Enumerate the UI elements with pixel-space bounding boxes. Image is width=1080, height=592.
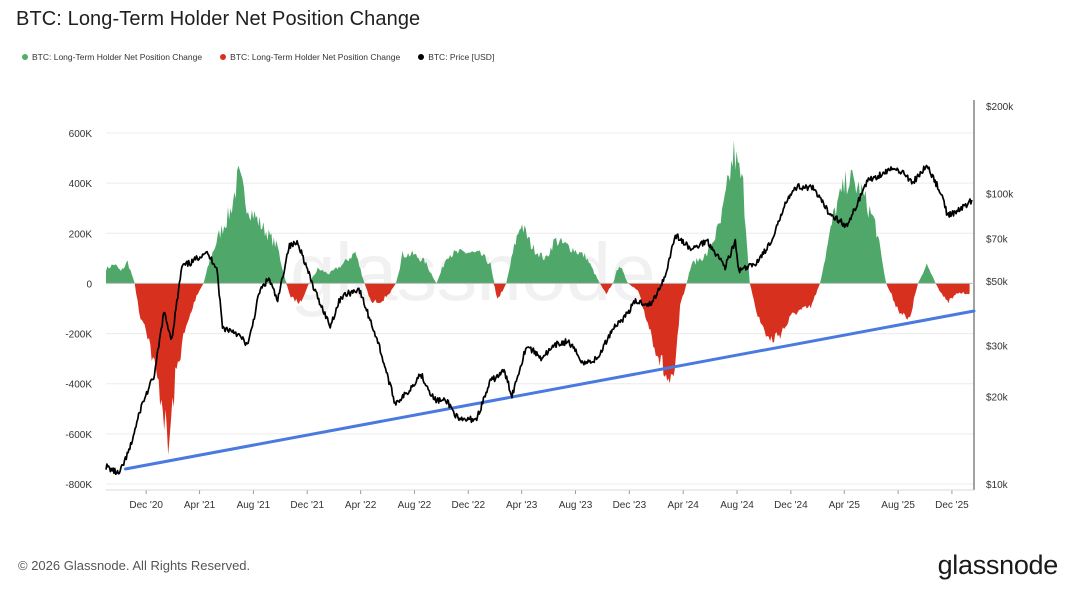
x-axis-tick: Aug '25 — [881, 500, 915, 511]
left-axis-tick: -800K — [65, 480, 92, 491]
left-axis-tick: 0 — [86, 279, 92, 290]
x-axis-tick: Aug '23 — [559, 500, 593, 511]
x-axis-tick: Dec '25 — [935, 500, 969, 511]
copyright-footer: © 2026 Glassnode. All Rights Reserved. — [18, 558, 251, 573]
x-axis-tick: Apr '23 — [506, 500, 538, 511]
legend-label-negative: BTC: Long-Term Holder Net Position Chang… — [230, 52, 401, 62]
right-axis-tick: $20k — [986, 393, 1009, 404]
right-axis-tick: $50k — [986, 277, 1009, 288]
x-axis-tick: Apr '22 — [345, 500, 377, 511]
right-axis-tick: $100k — [986, 189, 1014, 200]
legend-dot-positive — [22, 54, 28, 60]
x-axis-tick: Dec '23 — [613, 500, 647, 511]
x-axis-tick: Apr '24 — [668, 500, 700, 511]
x-axis-tick: Dec '22 — [451, 500, 485, 511]
left-axis-tick: 400K — [69, 179, 93, 190]
x-axis-tick: Apr '21 — [184, 500, 216, 511]
x-axis-tick: Dec '24 — [774, 500, 808, 511]
right-axis-tick: $10k — [986, 480, 1009, 491]
left-axis-tick: 200K — [69, 229, 93, 240]
right-axis-tick: $200k — [986, 102, 1014, 113]
legend-dot-negative — [220, 54, 227, 60]
positive-area — [106, 139, 970, 284]
price-line — [105, 164, 973, 476]
legend-label-positive: BTC: Long-Term Holder Net Position Chang… — [32, 52, 203, 62]
legend: BTC: Long-Term Holder Net Position Chang… — [22, 52, 494, 62]
x-axis-tick: Aug '24 — [720, 500, 754, 511]
left-axis-tick: 600K — [69, 129, 93, 140]
legend-item-price[interactable]: BTC: Price [USD] — [418, 52, 494, 62]
legend-item-negative[interactable]: BTC: Long-Term Holder Net Position Chang… — [220, 52, 400, 62]
left-axis-tick: -600K — [65, 430, 92, 441]
x-axis-tick: Aug '22 — [398, 500, 432, 511]
right-axis-tick: $70k — [986, 234, 1009, 245]
right-axis-tick: $30k — [986, 341, 1009, 352]
x-axis-tick: Apr '25 — [829, 500, 861, 511]
legend-label-price: BTC: Price [USD] — [428, 52, 495, 62]
x-axis-tick: Dec '21 — [290, 500, 324, 511]
legend-dot-price — [418, 54, 425, 60]
negative-area — [106, 283, 970, 455]
x-axis-tick: Dec '20 — [129, 500, 163, 511]
glassnode-logo: glassnode — [937, 550, 1059, 580]
legend-item-positive[interactable]: BTC: Long-Term Holder Net Position Chang… — [22, 52, 202, 62]
x-axis-tick: Aug '21 — [237, 500, 271, 511]
left-axis-tick: -400K — [65, 380, 92, 391]
chart-title: BTC: Long-Term Holder Net Position Chang… — [16, 8, 421, 30]
left-axis-tick: -200K — [65, 330, 92, 341]
support-trendline — [123, 309, 976, 471]
